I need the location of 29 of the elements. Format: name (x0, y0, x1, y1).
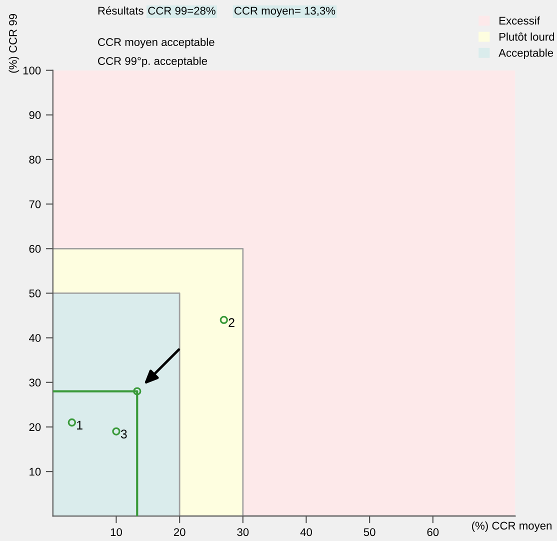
y-tick-label: 20 (29, 423, 41, 432)
text: Résultats (98, 6, 144, 15)
y-tick-label: 10 (30, 468, 41, 476)
y-tick-label: 70 (29, 200, 41, 208)
y-tick-label: 100 (23, 66, 41, 74)
y-tick-label: 60 (29, 244, 41, 253)
x-tick-label: 50 (364, 528, 376, 536)
legend-label: Excessif (499, 16, 540, 25)
x-tick-label: 30 (237, 528, 249, 536)
annotation: 1 (77, 420, 82, 430)
legend-label: Acceptable (498, 48, 554, 59)
x-tick-label: 10 (110, 528, 122, 536)
y-tick-label: 80 (29, 156, 41, 164)
annotation: 2 (228, 318, 234, 327)
x-axis-title: (%) CCR moyen (472, 521, 552, 532)
y-axis-title: (%) CCR 99 (8, 14, 20, 73)
y-tick-label: 90 (29, 111, 41, 120)
annotation: 3 (120, 430, 127, 438)
text: CCR 99°p. acceptable (98, 56, 208, 68)
y-tick-label: 40 (29, 334, 41, 342)
text: CCR moyen acceptable (98, 38, 214, 48)
text: CCR 99=28% (148, 6, 216, 15)
legend-label: Plutôt lourd (499, 32, 554, 41)
y-tick-label: 50 (29, 289, 41, 298)
x-tick-label: 60 (427, 528, 439, 536)
text: CCR moyen= 13,3% (234, 6, 336, 17)
x-tick-label: 40 (300, 528, 312, 536)
y-tick-label: 30 (29, 378, 41, 387)
x-tick-label: 20 (174, 528, 186, 536)
